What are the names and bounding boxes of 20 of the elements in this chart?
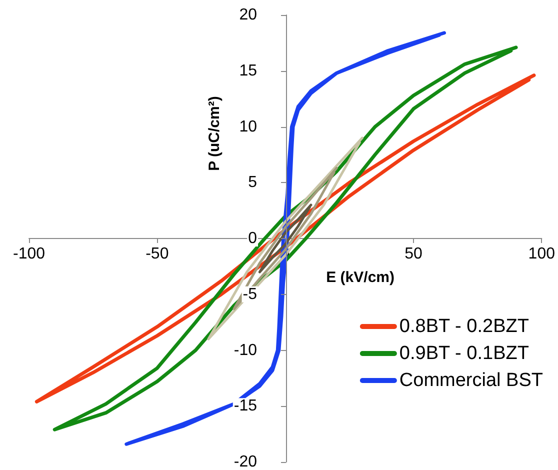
y-tick-label: -5 bbox=[242, 286, 258, 303]
x-tick-label: 100 bbox=[528, 246, 556, 262]
legend-label: Commercial BST bbox=[399, 370, 544, 391]
x-axis-title: E (kV/cm) bbox=[326, 269, 395, 286]
y-tick-label: -15 bbox=[234, 398, 258, 415]
y-tick-label: 0 bbox=[248, 230, 258, 247]
legend-label: 0.8BT - 0.2BZT bbox=[399, 316, 530, 337]
y-tick-label: -20 bbox=[234, 454, 258, 470]
y-tick-label: 10 bbox=[239, 118, 258, 136]
x-tick-label: -100 bbox=[12, 246, 46, 262]
line-series bbox=[258, 204, 312, 274]
line-series bbox=[232, 166, 338, 310]
y-tick-label: 20 bbox=[239, 6, 258, 24]
x-tick-label: 50 bbox=[404, 246, 422, 262]
y-tick-label: 5 bbox=[248, 174, 258, 192]
y-tick-label: 15 bbox=[239, 62, 258, 80]
x-tick-label: -50 bbox=[146, 246, 169, 262]
y-axis-title: P (uC/cm²) bbox=[206, 96, 223, 171]
legend-label: 0.9BT - 0.1BZT bbox=[399, 343, 530, 364]
y-tick-label: -10 bbox=[234, 342, 258, 359]
